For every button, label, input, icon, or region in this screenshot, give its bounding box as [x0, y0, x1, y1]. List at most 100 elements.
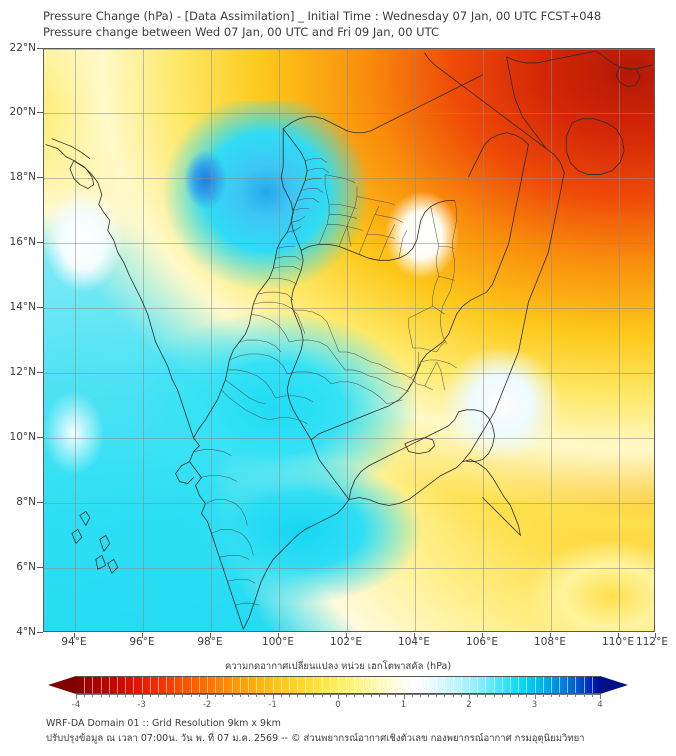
- colorbar-segment-divider: [133, 677, 135, 693]
- footer-line-model-info: WRF-DA Domain 01 :: Grid Resolution 9km …: [46, 718, 281, 729]
- x-tick-label: 100°E: [262, 636, 294, 648]
- colorbar-tick: [591, 694, 593, 697]
- colorbar-segment-divider: [460, 677, 462, 693]
- colorbar-tick: [100, 694, 102, 697]
- y-tick-label: 12°N: [9, 366, 36, 378]
- colorbar-segment-divider: [100, 677, 102, 693]
- colorbar-tick-label: 1: [400, 700, 407, 710]
- colorbar-tick-label: 2: [466, 700, 472, 710]
- y-tick-label: 16°N: [9, 236, 36, 248]
- colorbar-tick: [305, 694, 307, 697]
- colorbar-segment-divider: [567, 677, 569, 693]
- colorbar-tick: [92, 694, 94, 697]
- colorbar-segment-divider: [501, 677, 503, 693]
- colorbar-segment-divider: [190, 677, 192, 693]
- colorbar-tick: [157, 694, 159, 697]
- colorbar-segment-divider: [591, 677, 593, 693]
- colorbar-segment-divider: [419, 677, 421, 693]
- x-tick-label: 106°E: [466, 636, 498, 648]
- footer: WRF-DA Domain 01 :: Grid Resolution 9km …: [46, 716, 646, 746]
- colorbar-segment-divider: [550, 677, 552, 693]
- colorbar-segment-divider: [174, 677, 176, 693]
- colorbar-segment-divider: [108, 677, 110, 693]
- colorbar-tick: [346, 694, 348, 697]
- colorbar-segment-divider: [157, 677, 159, 693]
- colorbar-tick-label: -4: [71, 700, 81, 710]
- colorbar-tick: [387, 694, 389, 697]
- y-tick-label: 20°N: [9, 106, 36, 118]
- colorbar-segment-divider: [346, 677, 348, 693]
- map-plot-area[interactable]: [43, 48, 655, 632]
- y-tick-label: 18°N: [9, 171, 36, 183]
- field-neutral-southwest: [44, 374, 130, 492]
- colorbar-segment-divider: [321, 677, 323, 693]
- colorbar-tick: [338, 694, 339, 699]
- colorbar-segment-divider: [256, 677, 258, 693]
- field-positive-peak: [178, 142, 234, 218]
- field-negative-southeast: [483, 526, 654, 631]
- colorbar-tick: [436, 694, 438, 697]
- colorbar-segment-divider: [149, 677, 151, 693]
- colorbar-tick: [493, 694, 495, 697]
- colorbar-tick: [198, 694, 200, 697]
- colorbar-tick: [133, 694, 135, 697]
- colorbar-segment-divider: [166, 677, 168, 693]
- colorbar-tick-label: 0: [335, 700, 341, 710]
- graticule: [44, 49, 654, 631]
- title-line-2: Pressure change between Wed 07 Jan, 00 U…: [43, 25, 439, 39]
- x-tick-label: 102°E: [330, 636, 362, 648]
- colorbar-segment-divider: [231, 677, 233, 693]
- x-tick-label: 96°E: [129, 636, 155, 648]
- colorbar-segment-divider: [338, 677, 339, 693]
- colorbar[interactable]: -4 -3 -2 -1 0 1 2 3 4: [48, 676, 628, 710]
- colorbar-segment-divider: [436, 677, 438, 693]
- colorbar-tick: [223, 694, 225, 697]
- colorbar-tick: [116, 694, 118, 697]
- colorbar-tick: [280, 694, 282, 697]
- colorbar-segment-divider: [182, 677, 184, 693]
- colorbar-extend-high-arrow: [600, 676, 628, 694]
- colorbar-segment-divider: [534, 677, 536, 693]
- colorbar-tick-label: 4: [597, 700, 603, 710]
- colorbar-segment-divider: [272, 677, 274, 693]
- colorbar-segment-divider: [84, 677, 86, 693]
- colorbar-segment-divider: [493, 677, 495, 693]
- colorbar-tick: [362, 694, 364, 697]
- colorbar-tick: [542, 694, 544, 697]
- colorbar-tick: [600, 694, 601, 699]
- colorbar-tick: [501, 694, 503, 697]
- colorbar-tick: [272, 694, 274, 699]
- colorbar-segment-divider: [125, 677, 127, 693]
- colorbar-tick: [419, 694, 421, 697]
- colorbar-segment-divider: [215, 677, 217, 693]
- y-tick-label: 8°N: [16, 496, 36, 508]
- y-tick-label: 22°N: [9, 42, 36, 54]
- colorbar-tick-label: -1: [268, 700, 277, 710]
- colorbar-tick: [354, 694, 356, 697]
- colorbar-segment-divider: [542, 677, 544, 693]
- colorbar-segment-divider: [370, 677, 372, 693]
- coastline-and-borders-overlay: [45, 50, 653, 630]
- colorbar-segment-divider: [559, 677, 561, 693]
- colorbar-segment-divider: [141, 677, 143, 693]
- footer-line-credit: ปรับปรุงข้อมูล ณ เวลา 07:00น. วัน พ. ที่…: [46, 733, 585, 744]
- chart-title-block: Pressure Change (hPa) - [Data Assimilati…: [43, 8, 663, 40]
- colorbar-tick: [149, 694, 151, 697]
- colorbar-tick: [534, 694, 536, 699]
- colorbar-tick: [239, 694, 241, 697]
- colorbar-segment-divider: [518, 677, 520, 693]
- x-tick-label: 104°E: [398, 636, 430, 648]
- colorbar-segment-divider: [223, 677, 225, 693]
- field-positive-south: [166, 456, 484, 631]
- colorbar-segment-divider: [329, 677, 331, 693]
- colorbar-tick: [288, 694, 290, 697]
- colorbar-segment-divider: [92, 677, 94, 693]
- colorbar-tick: [509, 694, 511, 697]
- colorbar-segment-divider: [247, 677, 249, 693]
- colorbar-tick: [297, 694, 299, 697]
- colorbar-segment-divider: [583, 677, 585, 693]
- colorbar-tick: [526, 694, 528, 697]
- field-pale-west: [44, 177, 142, 306]
- colorbar-segment-divider: [362, 677, 364, 693]
- colorbar-tick: [567, 694, 569, 697]
